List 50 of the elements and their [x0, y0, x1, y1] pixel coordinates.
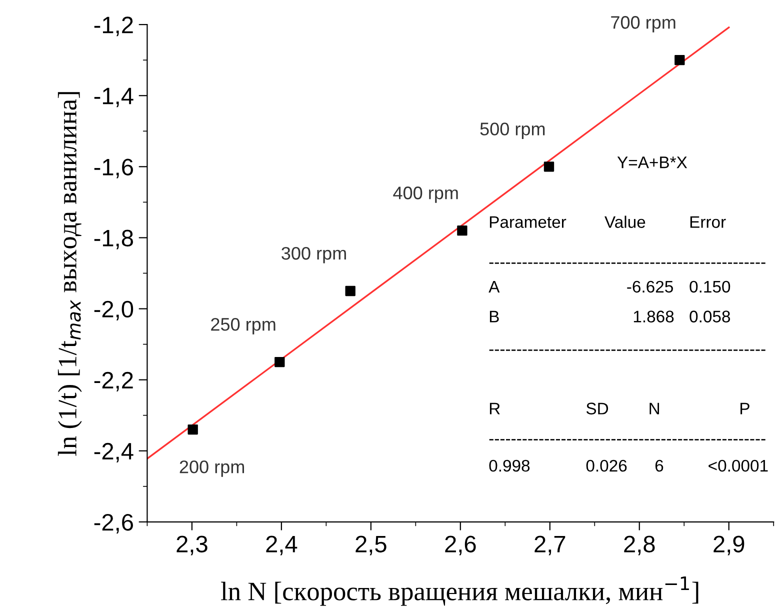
y-tick-label: -2,6: [94, 514, 133, 534]
annotation: N: [650, 402, 659, 414]
annotation: 0.150: [690, 280, 730, 293]
y-tick-label: -1,4: [94, 88, 134, 108]
annotation: 200 rpm: [180, 460, 244, 477]
annotation: P: [740, 402, 750, 414]
annotation: 400 rpm: [393, 186, 458, 203]
x-tick-label: 2,9: [714, 536, 744, 556]
point: [457, 226, 468, 236]
point: [345, 286, 356, 296]
x-tick-label: 2,5: [356, 536, 386, 556]
annotation: Error: [690, 216, 726, 228]
annotation: 0.998: [489, 460, 530, 472]
annotation: A: [488, 280, 500, 292]
annotation: Y=A+B*X: [617, 156, 688, 168]
annotation: 300 rpm: [282, 246, 346, 264]
x-tick-label: 2,8: [624, 536, 655, 556]
y-tick-label: -1,6: [94, 158, 133, 178]
annotation: -6.625: [627, 280, 673, 293]
annotation: <0.0001: [708, 460, 768, 472]
y-tick-label: -2,4: [94, 442, 134, 462]
annotation: --------------------------------------------------: [489, 350, 766, 351]
annotation: SD: [586, 402, 608, 414]
x-tick-label: 2,6: [445, 536, 476, 556]
annotation: B: [490, 310, 499, 322]
annotation: --------------------------------------------------: [489, 262, 766, 264]
point: [274, 356, 285, 368]
y-tick-label: -1,8: [94, 230, 133, 250]
annotation: 250 rpm: [211, 318, 276, 334]
point: [188, 424, 198, 435]
annotation: Value: [604, 216, 646, 228]
annotation: 6: [655, 460, 664, 472]
point: [544, 162, 554, 172]
y-tick-label: -2,2: [94, 372, 133, 392]
annotation: 700 rpm: [611, 16, 676, 32]
y-tick-label: -1,2: [94, 16, 133, 36]
x-tick-label: 2,4: [266, 536, 298, 556]
annotation: --------------------------------------------------: [489, 439, 766, 440]
annotation: 0.058: [690, 310, 730, 322]
annotation: 500 rpm: [480, 122, 545, 139]
x-tick-label: 2,7: [534, 536, 566, 556]
annotation: 0.026: [586, 460, 627, 472]
x-axis-title: ln N [скорость вращения мешалки, мин$^{−1}$]: [221, 576, 698, 606]
annotation: Parameter: [490, 216, 566, 228]
y-tick-label: -2,0: [94, 300, 134, 320]
annotation: R: [490, 402, 500, 414]
x-tick-label: 2,3: [176, 536, 208, 556]
point: [674, 54, 685, 66]
y-axis-title: ln (1/t) [1/t$_{max}$ выхода ванилина]: [58, 92, 82, 456]
annotation: 1.868: [634, 310, 674, 322]
